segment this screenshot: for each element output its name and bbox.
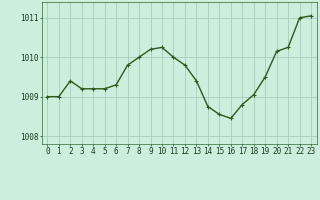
Text: Graphe pression niveau de la mer (hPa): Graphe pression niveau de la mer (hPa) [41,185,279,195]
